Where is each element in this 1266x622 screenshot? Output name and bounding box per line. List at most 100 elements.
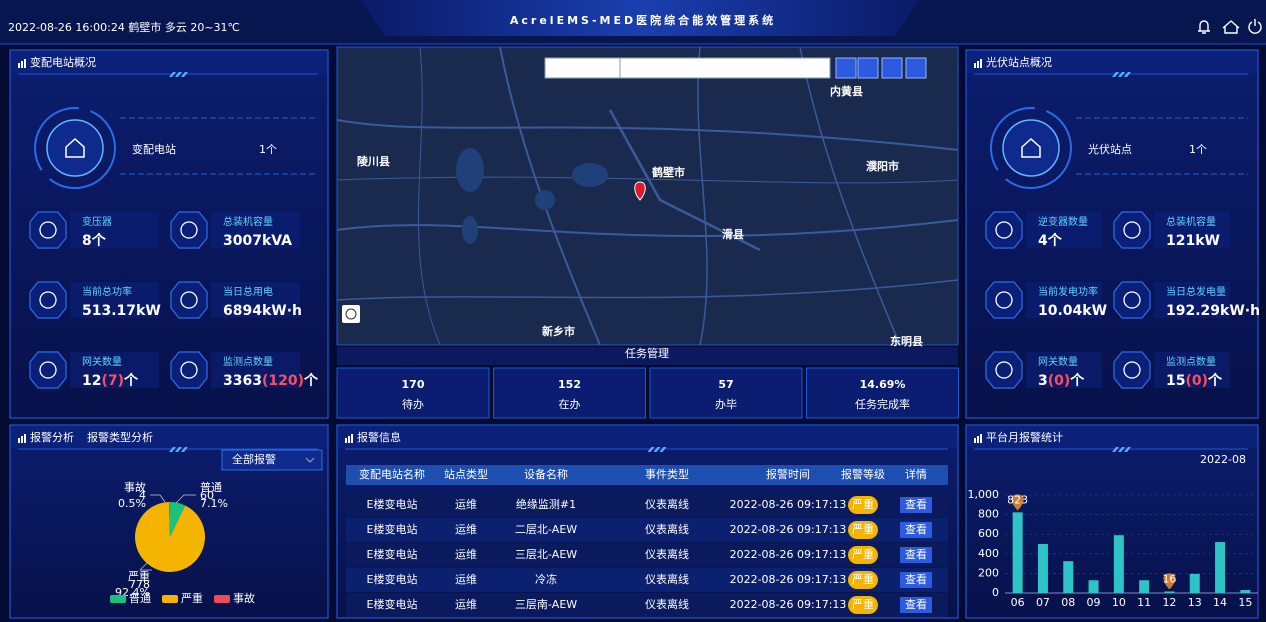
view-button[interactable] — [900, 572, 932, 588]
hub-label: 光伏站点 — [1088, 142, 1132, 156]
column-header: 事件类型 — [645, 467, 689, 481]
stat-label: 监测点数量 — [1166, 355, 1216, 368]
task-card — [649, 367, 803, 419]
map-tool — [905, 57, 927, 79]
title-icon — [351, 434, 353, 443]
legend-label: 事故 — [233, 591, 255, 605]
table-cell: 三层北-AEW — [515, 548, 577, 561]
view-button[interactable] — [900, 597, 932, 613]
map-place: 东明县 — [890, 334, 923, 348]
bell-icon[interactable] — [1198, 20, 1210, 34]
filter-select[interactable] — [221, 449, 323, 471]
y-tick-label: 800 — [978, 508, 999, 521]
panel-title: 平台月报警统计 — [986, 430, 1063, 444]
hub-value: 1个 — [259, 143, 277, 156]
pie-slice — [135, 502, 205, 572]
panel-title: 光伏站点概况 — [986, 55, 1052, 69]
table-cell: E楼变电站 — [367, 597, 418, 611]
pie-slice — [168, 502, 170, 537]
stat-frame — [1113, 281, 1151, 319]
y-tick-label: 1,000 — [968, 488, 1000, 501]
stat-label: 变压器 — [82, 215, 112, 228]
map-road — [417, 46, 441, 346]
title-icon — [977, 436, 979, 443]
power-icon[interactable] — [1248, 19, 1262, 34]
header-icons — [1198, 19, 1262, 34]
stat-frame — [1113, 211, 1151, 249]
search-input[interactable] — [619, 57, 831, 79]
stat-frame — [29, 351, 67, 389]
stat-card — [211, 352, 300, 388]
pie-label: 普通 — [200, 480, 222, 494]
stat-unit: 个 — [303, 372, 319, 389]
title-stripes — [169, 72, 188, 77]
column-header: 报警时间 — [766, 467, 810, 481]
title-icon — [348, 436, 350, 443]
hub-core — [1002, 119, 1060, 177]
table-cell: 运维 — [455, 573, 477, 586]
title-icon — [980, 59, 982, 68]
home-icon[interactable] — [1222, 20, 1240, 34]
view-button[interactable] — [900, 522, 932, 538]
view-button[interactable] — [900, 497, 932, 513]
stat-value: 513.17kW — [82, 303, 161, 319]
view-button[interactable] — [900, 547, 932, 563]
map-road — [336, 119, 959, 151]
pie-label: 778 — [129, 578, 150, 591]
table-cell: 运维 — [455, 598, 477, 611]
level-badge — [848, 571, 878, 589]
city: 鹤壁市 — [128, 20, 161, 34]
stat-card — [1154, 282, 1230, 318]
stat-number: 12 — [82, 373, 101, 389]
stat-value: 3(0)个 — [1038, 372, 1085, 389]
hub-ring — [34, 107, 116, 189]
level-badge — [848, 546, 878, 564]
table-cell: 仪表离线 — [645, 572, 689, 586]
stat-icon — [995, 221, 1013, 239]
stat-number: 10.04kW — [1038, 303, 1107, 319]
stat-card — [211, 212, 300, 248]
map-place: 滑县 — [722, 227, 744, 241]
column-header: 变配电站名称 — [359, 467, 425, 481]
stat-label: 总装机容量 — [1166, 215, 1216, 228]
stat-icon — [995, 361, 1013, 379]
stat-number: 4个 — [1038, 232, 1063, 249]
y-tick-label: 0 — [992, 586, 999, 599]
stat-number: 8个 — [82, 232, 107, 249]
title-icon — [18, 438, 20, 443]
stat-alert: (0) — [1185, 373, 1208, 389]
title-icon — [24, 59, 26, 68]
panel-title-bar — [11, 426, 327, 448]
analysis-tab: 报警类型分析 — [87, 430, 153, 444]
legend-swatch — [110, 595, 126, 603]
task-value: 170 — [402, 378, 425, 391]
pie-label: 60 — [200, 489, 214, 502]
map-tool — [881, 57, 903, 79]
panel-title-bar — [967, 51, 1257, 73]
map-water — [572, 163, 608, 187]
stat-label: 当前发电功率 — [1038, 285, 1098, 298]
x-tick-label: 08 — [1061, 596, 1075, 609]
task-card — [336, 367, 490, 419]
legend-label: 普通 — [129, 591, 151, 605]
task-label: 办毕 — [715, 398, 737, 411]
column-header: 站点类型 — [444, 467, 488, 481]
pie-label: 7.1% — [200, 497, 228, 510]
map-road — [608, 109, 761, 252]
stat-number: 3 — [1038, 373, 1048, 389]
level-badge — [848, 521, 878, 539]
stat-unit: 个 — [1069, 372, 1085, 389]
map-road — [336, 279, 959, 301]
filter-text: 全部报警 — [232, 452, 276, 466]
stat-label: 网关数量 — [82, 355, 122, 368]
stat-value: 15(0)个 — [1166, 372, 1223, 389]
y-tick-label: 200 — [978, 566, 999, 579]
level-badge — [848, 496, 878, 514]
stat-card — [1154, 212, 1230, 248]
table-cell: 2022-08-26 09:17:13 — [730, 523, 847, 536]
hub-ring — [990, 107, 1072, 189]
table-cell: 运维 — [455, 548, 477, 561]
task-card — [493, 367, 646, 419]
stat-frame — [29, 211, 67, 249]
